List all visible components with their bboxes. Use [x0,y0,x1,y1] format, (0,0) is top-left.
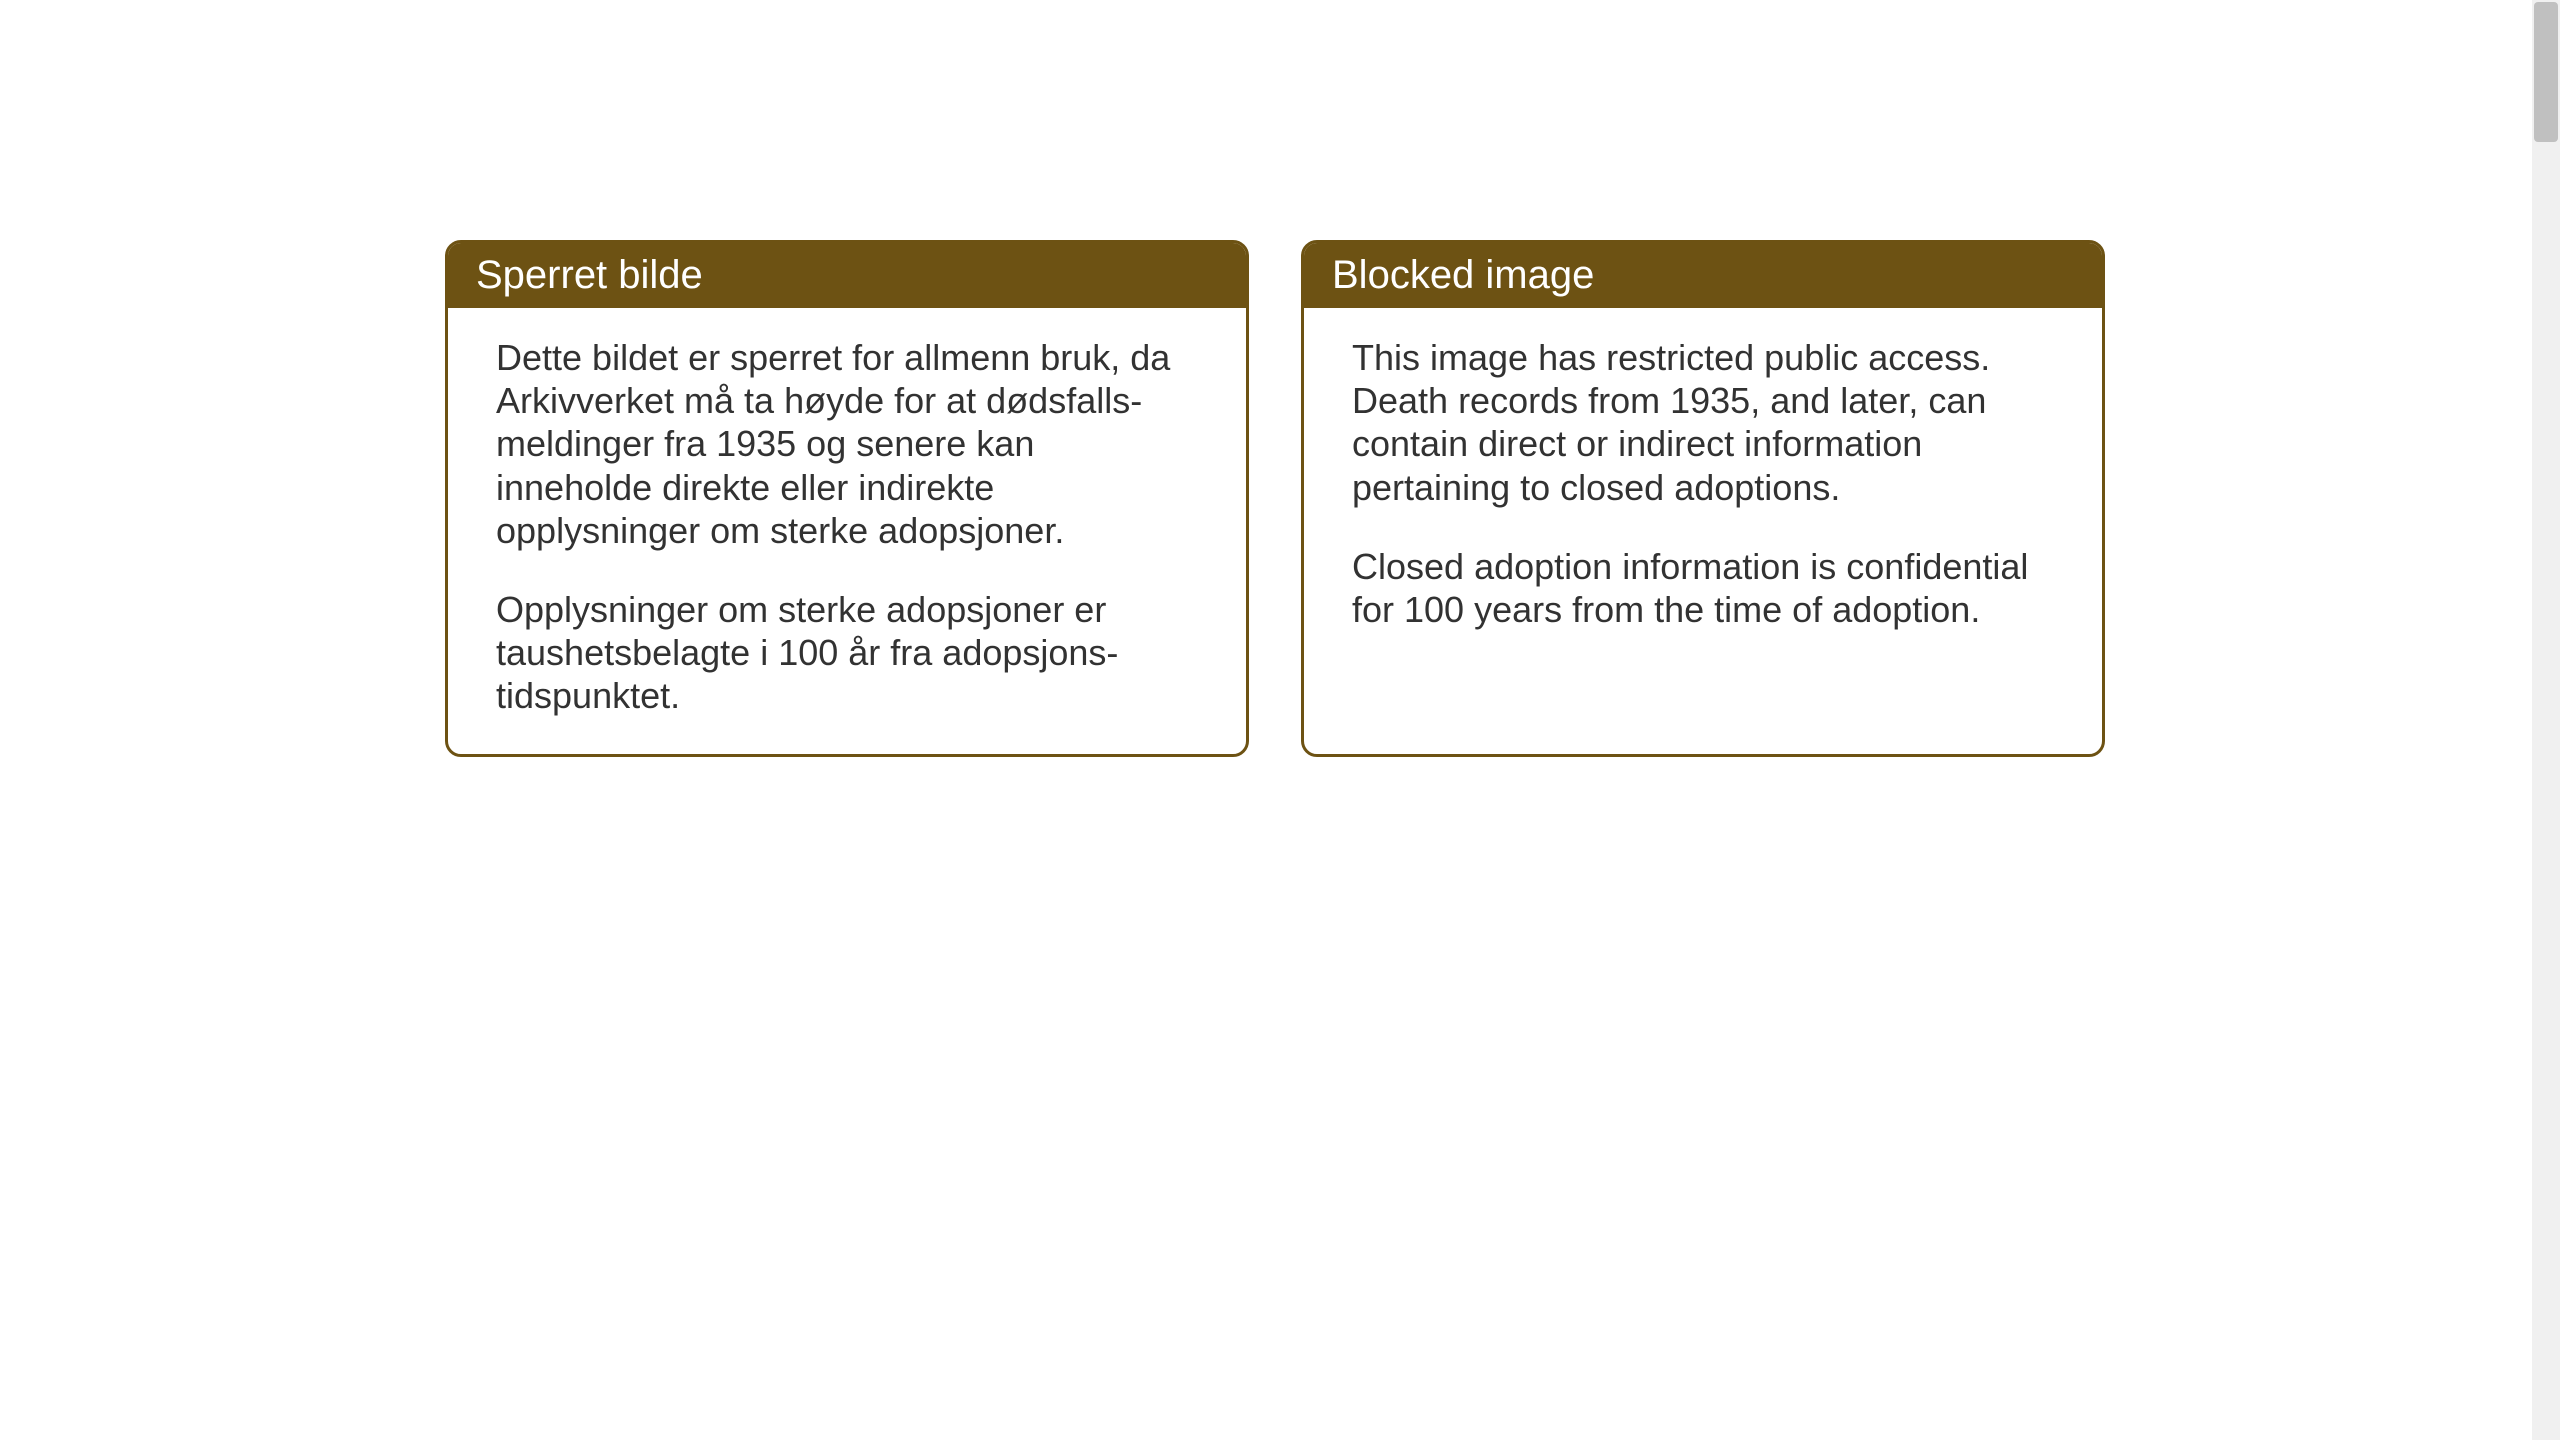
card-title-norwegian: Sperret bilde [476,253,703,297]
card-header-norwegian: Sperret bilde [448,243,1246,308]
card-paragraph-1-norwegian: Dette bildet er sperret for allmenn bruk… [496,336,1198,552]
scrollbar-track[interactable] [2532,0,2560,1440]
notice-card-norwegian: Sperret bilde Dette bildet er sperret fo… [445,240,1249,757]
notice-card-english: Blocked image This image has restricted … [1301,240,2105,757]
card-paragraph-2-norwegian: Opplysninger om sterke adopsjoner er tau… [496,588,1198,718]
notice-container: Sperret bilde Dette bildet er sperret fo… [445,240,2105,757]
card-body-norwegian: Dette bildet er sperret for allmenn bruk… [448,308,1246,754]
card-body-english: This image has restricted public access.… [1304,308,2102,667]
card-paragraph-2-english: Closed adoption information is confident… [1352,545,2054,631]
card-header-english: Blocked image [1304,243,2102,308]
card-paragraph-1-english: This image has restricted public access.… [1352,336,2054,509]
card-title-english: Blocked image [1332,253,1594,297]
scrollbar-thumb[interactable] [2534,2,2558,142]
